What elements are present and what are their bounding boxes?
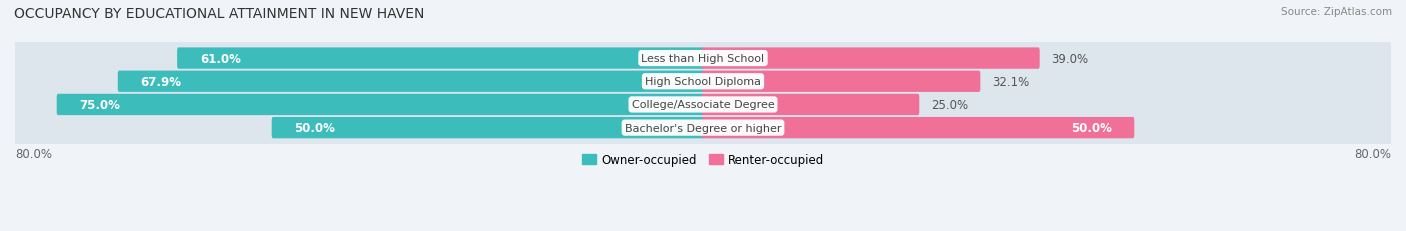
- Text: High School Diploma: High School Diploma: [645, 77, 761, 87]
- Text: College/Associate Degree: College/Associate Degree: [631, 100, 775, 110]
- Text: 39.0%: 39.0%: [1052, 52, 1088, 65]
- Text: Bachelor's Degree or higher: Bachelor's Degree or higher: [624, 123, 782, 133]
- Text: 80.0%: 80.0%: [1354, 147, 1391, 160]
- FancyBboxPatch shape: [56, 94, 704, 116]
- Text: 67.9%: 67.9%: [141, 76, 181, 88]
- Legend: Owner-occupied, Renter-occupied: Owner-occupied, Renter-occupied: [578, 149, 828, 171]
- Text: 75.0%: 75.0%: [80, 98, 121, 112]
- Text: Source: ZipAtlas.com: Source: ZipAtlas.com: [1281, 7, 1392, 17]
- Text: Less than High School: Less than High School: [641, 54, 765, 64]
- FancyBboxPatch shape: [118, 71, 704, 93]
- Text: 32.1%: 32.1%: [993, 76, 1029, 88]
- FancyBboxPatch shape: [14, 104, 1392, 152]
- Text: 50.0%: 50.0%: [1070, 122, 1112, 134]
- FancyBboxPatch shape: [14, 58, 1392, 105]
- FancyBboxPatch shape: [702, 71, 980, 93]
- FancyBboxPatch shape: [14, 82, 1392, 128]
- FancyBboxPatch shape: [702, 117, 1135, 139]
- FancyBboxPatch shape: [177, 48, 704, 70]
- Text: 80.0%: 80.0%: [15, 147, 52, 160]
- Text: 61.0%: 61.0%: [200, 52, 240, 65]
- FancyBboxPatch shape: [702, 94, 920, 116]
- FancyBboxPatch shape: [702, 48, 1039, 70]
- FancyBboxPatch shape: [14, 35, 1392, 82]
- Text: 50.0%: 50.0%: [294, 122, 336, 134]
- Text: OCCUPANCY BY EDUCATIONAL ATTAINMENT IN NEW HAVEN: OCCUPANCY BY EDUCATIONAL ATTAINMENT IN N…: [14, 7, 425, 21]
- Text: 25.0%: 25.0%: [931, 98, 967, 112]
- FancyBboxPatch shape: [271, 117, 704, 139]
